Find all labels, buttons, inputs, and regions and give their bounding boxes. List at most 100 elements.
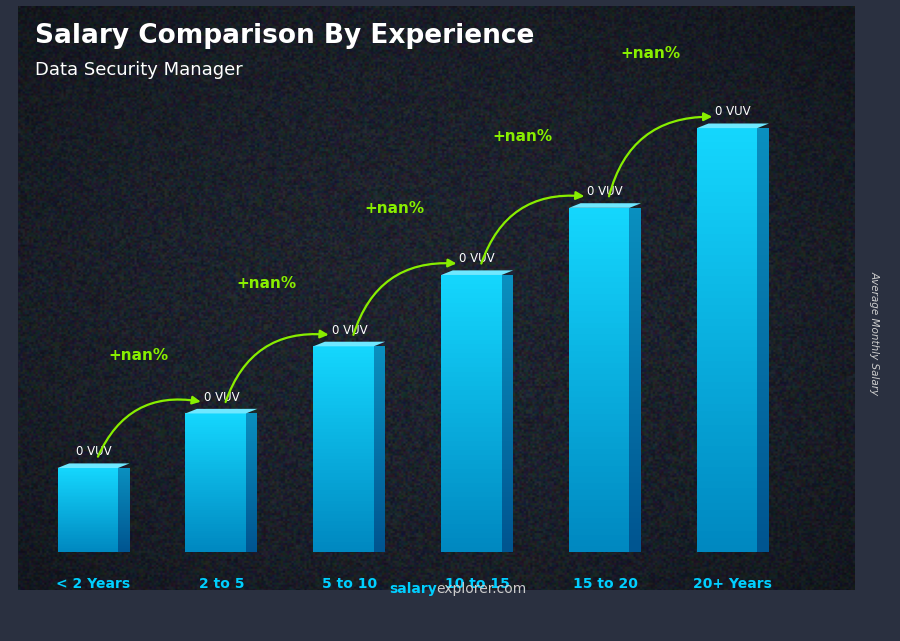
Bar [697, 403, 757, 411]
Bar [374, 438, 385, 442]
Bar [501, 547, 513, 552]
Bar [374, 456, 385, 460]
Bar [441, 381, 501, 386]
Bar [313, 501, 374, 504]
Bar [757, 213, 769, 220]
Bar [246, 460, 257, 462]
Bar [374, 524, 385, 528]
Bar [629, 294, 641, 299]
Bar [246, 471, 257, 474]
Bar [629, 328, 641, 334]
Bar [441, 487, 501, 492]
Bar [313, 391, 374, 394]
Bar [374, 514, 385, 518]
Bar [185, 471, 246, 474]
Bar [441, 515, 501, 520]
Bar [757, 361, 769, 369]
Bar [629, 276, 641, 283]
Bar [246, 545, 257, 547]
Bar [757, 382, 769, 390]
Bar [374, 349, 385, 353]
Bar [246, 464, 257, 467]
Bar [569, 248, 629, 254]
Bar [58, 478, 118, 479]
Bar [569, 213, 629, 219]
Bar [697, 481, 757, 488]
Bar [246, 506, 257, 508]
Bar [185, 510, 246, 513]
Bar [569, 512, 629, 517]
Bar [118, 518, 130, 520]
Bar [757, 460, 769, 467]
Bar [757, 283, 769, 290]
Bar [697, 312, 757, 319]
Text: 0 VUV: 0 VUV [587, 185, 623, 198]
Bar [313, 387, 374, 391]
Bar [58, 492, 118, 493]
Bar [501, 298, 513, 303]
Bar [757, 375, 769, 383]
Bar [118, 539, 130, 541]
Bar [374, 384, 385, 387]
Bar [697, 517, 757, 524]
Text: +nan%: +nan% [109, 347, 168, 363]
Bar [313, 356, 374, 360]
Bar [313, 514, 374, 518]
Bar [757, 396, 769, 404]
Bar [118, 492, 130, 493]
Bar [501, 340, 513, 344]
Bar [697, 319, 757, 326]
Bar [246, 457, 257, 460]
Bar [313, 535, 374, 538]
Bar [697, 185, 757, 192]
Bar [58, 493, 118, 495]
Bar [185, 437, 246, 439]
Bar [697, 531, 757, 538]
Bar [697, 354, 757, 362]
Bar [185, 519, 246, 522]
Bar [441, 367, 501, 372]
Bar [118, 499, 130, 500]
Bar [58, 525, 118, 527]
Bar [629, 478, 641, 483]
Bar [118, 508, 130, 510]
Bar [629, 472, 641, 478]
Bar [58, 520, 118, 521]
Bar [118, 531, 130, 533]
Bar [501, 483, 513, 487]
Bar [185, 542, 246, 545]
Bar [501, 478, 513, 483]
Bar [313, 466, 374, 470]
Bar [246, 522, 257, 524]
Bar [185, 441, 246, 444]
Bar [697, 410, 757, 418]
Bar [569, 254, 629, 260]
Bar [246, 415, 257, 418]
Bar [185, 448, 246, 451]
Bar [697, 510, 757, 517]
Bar [757, 227, 769, 234]
Bar [118, 482, 130, 483]
Bar [629, 369, 641, 374]
Bar [629, 460, 641, 466]
Polygon shape [313, 342, 385, 346]
Bar [441, 492, 501, 497]
Bar [246, 485, 257, 487]
Bar [374, 466, 385, 470]
Bar [569, 276, 629, 283]
Bar [185, 453, 246, 455]
Bar [246, 540, 257, 543]
Bar [313, 459, 374, 463]
Bar [569, 414, 629, 420]
Bar [374, 404, 385, 408]
Bar [118, 503, 130, 504]
Bar [246, 549, 257, 552]
Bar [501, 344, 513, 349]
Bar [118, 472, 130, 474]
Text: 2 to 5: 2 to 5 [199, 577, 244, 591]
Bar [501, 487, 513, 492]
Bar [185, 480, 246, 483]
Bar [757, 538, 769, 545]
Bar [118, 494, 130, 496]
Bar [374, 346, 385, 350]
